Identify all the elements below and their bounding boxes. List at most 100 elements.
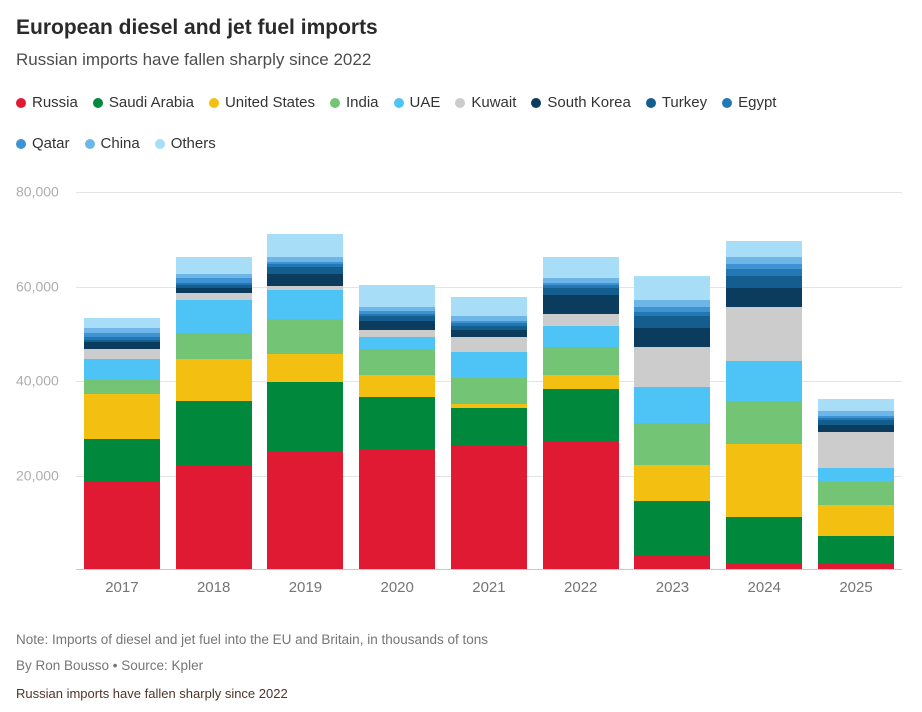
bar-segment-kuwait[interactable] [818, 432, 894, 468]
bar-segment-india[interactable] [542, 346, 619, 376]
bar-segment-turkey[interactable] [726, 276, 803, 288]
bar-segment-kuwait[interactable] [267, 285, 344, 291]
bar-segment-turkey[interactable] [83, 339, 160, 343]
bar-segment-others[interactable] [175, 257, 252, 274]
bar-segment-turkey[interactable] [267, 266, 344, 274]
bar-segment-south-korea[interactable] [83, 342, 160, 350]
bar-segment-saudi-arabia[interactable] [83, 439, 160, 482]
bar-2021[interactable] [450, 297, 527, 569]
bar-segment-china[interactable] [726, 257, 803, 265]
bar-segment-india[interactable] [175, 332, 252, 359]
bar-segment-china[interactable] [634, 299, 711, 307]
bar-segment-china[interactable] [818, 410, 894, 416]
bar-segment-qatar[interactable] [542, 283, 619, 286]
bar-segment-united-states[interactable] [359, 375, 436, 397]
bar-segment-uae[interactable] [634, 387, 711, 423]
bar-segment-india[interactable] [267, 318, 344, 355]
bar-segment-uae[interactable] [818, 467, 894, 482]
bar-segment-united-states[interactable] [634, 465, 711, 501]
bar-segment-egypt[interactable] [542, 285, 619, 288]
bar-segment-south-korea[interactable] [267, 273, 344, 286]
bar-segment-russia[interactable] [634, 554, 711, 569]
bar-2018[interactable] [175, 257, 252, 569]
bar-segment-turkey[interactable] [175, 285, 252, 288]
bar-segment-china[interactable] [175, 273, 252, 279]
bar-segment-south-korea[interactable] [726, 287, 803, 307]
bar-segment-south-korea[interactable] [450, 330, 527, 338]
bar-segment-uae[interactable] [450, 351, 527, 378]
bar-segment-egypt[interactable] [267, 264, 344, 267]
bar-segment-egypt[interactable] [634, 311, 711, 317]
bar-segment-united-states[interactable] [175, 358, 252, 402]
bar-segment-saudi-arabia[interactable] [359, 396, 436, 449]
bar-segment-others[interactable] [83, 318, 160, 328]
bar-segment-turkey[interactable] [818, 420, 894, 426]
bar-segment-egypt[interactable] [175, 283, 252, 286]
bar-segment-others[interactable] [450, 297, 527, 317]
bar-segment-egypt[interactable] [726, 269, 803, 277]
bar-segment-saudi-arabia[interactable] [450, 408, 527, 447]
bar-segment-others[interactable] [818, 399, 894, 411]
bar-segment-saudi-arabia[interactable] [726, 517, 803, 565]
bar-segment-others[interactable] [634, 276, 711, 300]
bar-segment-kuwait[interactable] [542, 313, 619, 326]
bar-segment-south-korea[interactable] [175, 287, 252, 293]
bar-segment-uae[interactable] [175, 299, 252, 333]
bar-segment-qatar[interactable] [359, 311, 436, 314]
bar-segment-qatar[interactable] [450, 320, 527, 324]
bar-segment-egypt[interactable] [83, 337, 160, 340]
bar-segment-egypt[interactable] [359, 313, 436, 317]
bar-segment-uae[interactable] [726, 361, 803, 402]
bar-segment-saudi-arabia[interactable] [818, 536, 894, 565]
bar-segment-russia[interactable] [267, 450, 344, 569]
bar-segment-others[interactable] [267, 233, 344, 258]
bar-2019[interactable] [267, 233, 344, 569]
bar-segment-russia[interactable] [726, 564, 803, 569]
bar-segment-egypt[interactable] [450, 323, 527, 326]
bar-segment-kuwait[interactable] [450, 337, 527, 352]
bar-segment-saudi-arabia[interactable] [634, 500, 711, 555]
bar-segment-india[interactable] [359, 349, 436, 376]
bar-segment-others[interactable] [359, 285, 436, 307]
bar-segment-turkey[interactable] [542, 287, 619, 295]
bar-segment-qatar[interactable] [267, 262, 344, 265]
bar-segment-saudi-arabia[interactable] [267, 382, 344, 451]
bar-segment-others[interactable] [726, 240, 803, 258]
bar-segment-saudi-arabia[interactable] [542, 389, 619, 442]
bar-segment-qatar[interactable] [634, 306, 711, 312]
bar-segment-kuwait[interactable] [83, 349, 160, 359]
bar-segment-qatar[interactable] [818, 415, 894, 418]
bar-segment-saudi-arabia[interactable] [175, 401, 252, 465]
bar-segment-india[interactable] [83, 380, 160, 395]
bar-segment-turkey[interactable] [450, 325, 527, 331]
bar-segment-kuwait[interactable] [359, 330, 436, 338]
bar-segment-kuwait[interactable] [634, 347, 711, 388]
bar-segment-south-korea[interactable] [634, 328, 711, 348]
bar-segment-china[interactable] [359, 306, 436, 312]
bar-segment-united-states[interactable] [267, 354, 344, 383]
bar-2025[interactable] [818, 399, 894, 569]
bar-segment-others[interactable] [542, 257, 619, 279]
bar-segment-russia[interactable] [359, 448, 436, 569]
bar-segment-united-states[interactable] [818, 505, 894, 537]
bar-segment-india[interactable] [818, 481, 894, 506]
bar-segment-russia[interactable] [175, 465, 252, 569]
bar-segment-china[interactable] [83, 327, 160, 333]
bar-segment-united-states[interactable] [450, 403, 527, 409]
bar-segment-russia[interactable] [818, 564, 894, 569]
bar-2022[interactable] [542, 257, 619, 569]
bar-segment-united-states[interactable] [726, 443, 803, 518]
bar-segment-russia[interactable] [542, 441, 619, 569]
bar-segment-india[interactable] [726, 401, 803, 444]
bar-segment-india[interactable] [634, 422, 711, 466]
bar-segment-india[interactable] [450, 377, 527, 404]
bar-segment-uae[interactable] [83, 358, 160, 381]
bar-segment-china[interactable] [267, 257, 344, 263]
bar-2023[interactable] [634, 276, 711, 569]
bar-segment-turkey[interactable] [359, 316, 436, 321]
bar-segment-qatar[interactable] [726, 264, 803, 270]
bar-2024[interactable] [726, 240, 803, 569]
bar-segment-south-korea[interactable] [542, 294, 619, 314]
bar-2020[interactable] [359, 285, 436, 569]
bar-segment-uae[interactable] [267, 290, 344, 319]
